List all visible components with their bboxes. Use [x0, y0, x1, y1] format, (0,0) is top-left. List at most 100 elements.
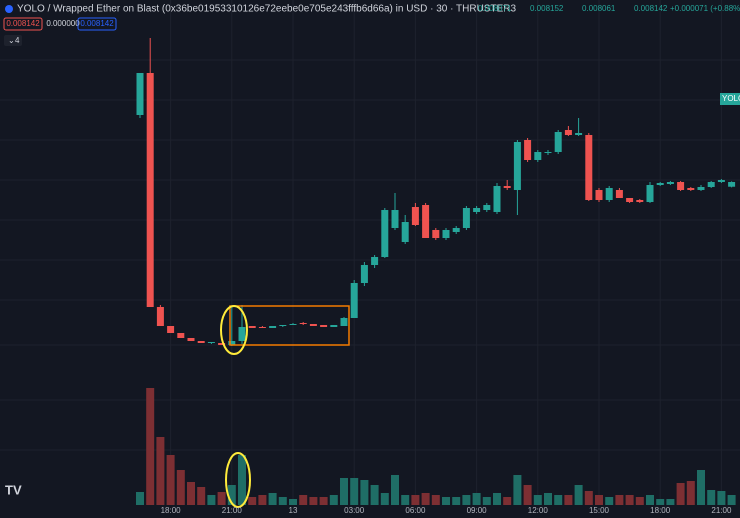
price-label: YOLO — [722, 94, 740, 103]
volume-bar — [676, 483, 685, 505]
buy-price[interactable]: 0.008142 — [80, 19, 114, 28]
candle-body — [197, 341, 205, 343]
candle-body — [218, 343, 226, 345]
candle-body — [707, 182, 715, 187]
candle-body — [636, 200, 644, 202]
sell-box[interactable] — [3, 17, 43, 31]
volume-bar — [574, 485, 583, 505]
indicator-count[interactable]: 4 — [15, 36, 20, 45]
candle-body — [269, 326, 277, 328]
x-tick-label: 09:00 — [467, 506, 488, 515]
volume-bar — [391, 475, 399, 505]
x-tick-label: 06:00 — [405, 506, 426, 515]
candle-body — [677, 182, 685, 190]
grid — [0, 0, 740, 505]
volume-bar — [615, 495, 624, 505]
volume-bar — [503, 497, 512, 505]
candle-body — [595, 190, 603, 200]
sell-price[interactable]: 0.008142 — [6, 19, 40, 28]
volume-bar — [564, 495, 573, 505]
change-value: +0.000071 (+0.88%) — [670, 4, 740, 13]
candle-body — [381, 210, 389, 257]
candle-body — [279, 325, 287, 326]
indicator-toggle[interactable] — [4, 35, 22, 46]
volume-bar — [289, 499, 297, 505]
volume-bar — [595, 495, 603, 505]
candle-body — [401, 222, 409, 242]
x-tick-label: 18:00 — [161, 506, 182, 515]
volume-bar — [442, 497, 450, 505]
x-tick-label: 21:00 — [711, 506, 732, 515]
volume-bar — [666, 499, 675, 505]
volume-bar — [197, 487, 206, 505]
candle-body — [554, 132, 562, 152]
price-label-box — [720, 93, 740, 105]
volume-bar — [146, 388, 155, 505]
volume-bar — [401, 495, 410, 505]
candle-body — [646, 185, 654, 202]
volume-bar — [605, 497, 614, 505]
x-tick-label: 03:00 — [344, 506, 365, 515]
volume-bar — [238, 455, 246, 505]
candle-body — [156, 307, 164, 326]
volume-bar — [544, 493, 552, 505]
volume-bar — [523, 485, 532, 505]
candle-body — [371, 257, 379, 265]
volume-bar — [187, 482, 195, 505]
indicator-chevron[interactable]: ⌄ — [8, 36, 15, 45]
volume-bar — [554, 495, 563, 505]
candle-body — [167, 326, 175, 333]
volume-bar — [299, 495, 308, 505]
volume-bar — [697, 470, 705, 505]
candle-body — [207, 342, 215, 343]
candle-body — [350, 283, 358, 318]
candle-body — [564, 130, 572, 135]
volume-bar — [452, 497, 461, 505]
volume-bar — [533, 495, 542, 505]
candle-body — [289, 324, 297, 325]
volume-bar — [136, 492, 144, 505]
volume-bar — [227, 485, 236, 505]
candle-body — [360, 265, 368, 283]
candle-body — [697, 187, 705, 190]
candle-body — [513, 142, 521, 190]
candle-body — [411, 207, 419, 225]
candle-body — [238, 327, 246, 341]
highlight-ellipse — [225, 452, 251, 508]
volume-bar — [309, 497, 318, 505]
volume-bar — [319, 497, 328, 505]
volume-bar — [513, 475, 522, 505]
candle-body — [309, 324, 317, 326]
volume-bar — [380, 493, 389, 505]
candle-body — [462, 208, 470, 228]
spread: 0.000000 — [46, 19, 80, 28]
marks — [136, 38, 736, 505]
buy-box[interactable] — [77, 17, 117, 31]
candle-body — [187, 338, 195, 341]
volume-bar — [350, 478, 359, 505]
candle-body — [656, 183, 664, 185]
volume-bar — [717, 491, 726, 505]
candle-body — [442, 230, 450, 238]
high-value: 0.008152 — [530, 4, 564, 13]
close-value: 0.008142 — [634, 4, 668, 13]
volume-bar — [707, 490, 716, 505]
logo: TV — [5, 482, 22, 497]
volume-bar — [278, 497, 287, 505]
candle-body — [320, 325, 328, 327]
candle-body — [177, 333, 185, 338]
candle-body — [605, 188, 613, 200]
candle-body — [544, 152, 552, 153]
volume-bar — [493, 493, 501, 505]
volume-bar — [431, 495, 440, 505]
candle-body — [666, 182, 674, 184]
candle-body — [575, 133, 583, 135]
volume-bar — [370, 485, 379, 505]
volume-bar — [421, 493, 430, 505]
candle-body — [299, 323, 307, 324]
x-tick-label: 21:00 — [222, 506, 243, 515]
volume-bar — [207, 495, 216, 505]
volume-bar — [656, 499, 665, 505]
volume-bar — [248, 497, 257, 505]
